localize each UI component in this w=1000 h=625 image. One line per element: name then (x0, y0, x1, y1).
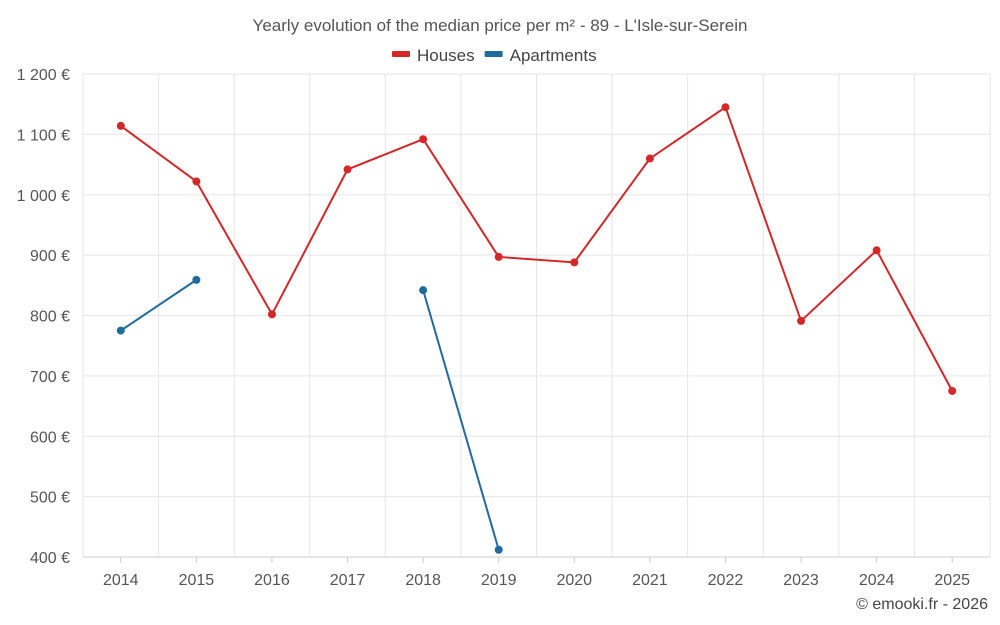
legend: Houses Apartments (392, 46, 597, 65)
x-tick-label: 2016 (254, 572, 290, 589)
x-tick-label: 2025 (934, 572, 970, 589)
legend-item-apartments[interactable]: Apartments (484, 46, 597, 65)
x-tick-label: 2019 (481, 572, 517, 589)
data-point-houses-2014[interactable] (116, 121, 125, 130)
x-tick-label: 2021 (632, 572, 668, 589)
data-point-houses-2021[interactable] (645, 154, 654, 163)
data-point-apartments-2018[interactable] (419, 286, 428, 295)
chart-title: Yearly evolution of the median price per… (253, 16, 748, 35)
x-tick-label: 2024 (859, 572, 895, 589)
y-tick-label: 1 000 € (17, 188, 70, 205)
data-point-houses-2016[interactable] (267, 310, 276, 319)
x-tick-label: 2014 (103, 572, 139, 589)
data-point-houses-2020[interactable] (570, 258, 579, 267)
y-tick-label: 700 € (30, 369, 70, 386)
y-tick-label: 1 100 € (17, 127, 70, 144)
legend-swatch (392, 51, 410, 57)
y-tick-label: 1 200 € (17, 67, 70, 84)
legend-item-houses[interactable]: Houses (392, 46, 475, 65)
legend-swatch (484, 51, 503, 57)
legend-label: Houses (417, 46, 475, 65)
data-point-apartments-2019[interactable] (494, 545, 503, 554)
x-tick-label: 2018 (405, 572, 441, 589)
x-tick-label: 2017 (330, 572, 366, 589)
y-tick-label: 400 € (30, 550, 70, 567)
series-lines (120, 106, 954, 551)
series-line-apartments (422, 289, 500, 551)
legend-label: Apartments (510, 46, 597, 65)
y-axis: 400 € 500 € 600 € 700 € 800 € 900 € 1 000 € 1 1… (17, 67, 70, 567)
data-point-houses-2025[interactable] (948, 386, 957, 395)
series-line-apartments (120, 279, 197, 332)
data-point-houses-2018[interactable] (419, 135, 428, 144)
y-tick-label: 500 € (30, 490, 70, 507)
y-tick-label: 600 € (30, 429, 70, 446)
grid (82, 73, 991, 558)
x-tick-label: 2023 (783, 572, 819, 589)
y-tick-label: 800 € (30, 309, 70, 326)
copyright-credit: © emooki.fr - 2026 (856, 596, 988, 613)
data-point-houses-2019[interactable] (494, 252, 503, 261)
x-axis: 2014 2015 2016 2017 2018 2019 2020 2021 2022 2023… (103, 557, 970, 589)
x-tick-label: 2020 (556, 572, 592, 589)
series-line-houses (120, 106, 954, 392)
data-point-apartments-2015[interactable] (192, 275, 201, 284)
data-point-houses-2017[interactable] (343, 165, 352, 174)
data-point-houses-2024[interactable] (872, 246, 881, 255)
data-point-houses-2015[interactable] (192, 177, 201, 186)
data-point-houses-2022[interactable] (721, 103, 730, 112)
series-points (116, 103, 957, 554)
y-tick-label: 900 € (30, 248, 70, 265)
x-tick-label: 2015 (179, 572, 215, 589)
data-point-houses-2023[interactable] (797, 316, 806, 325)
x-tick-label: 2022 (708, 572, 744, 589)
data-point-apartments-2014[interactable] (116, 326, 125, 335)
